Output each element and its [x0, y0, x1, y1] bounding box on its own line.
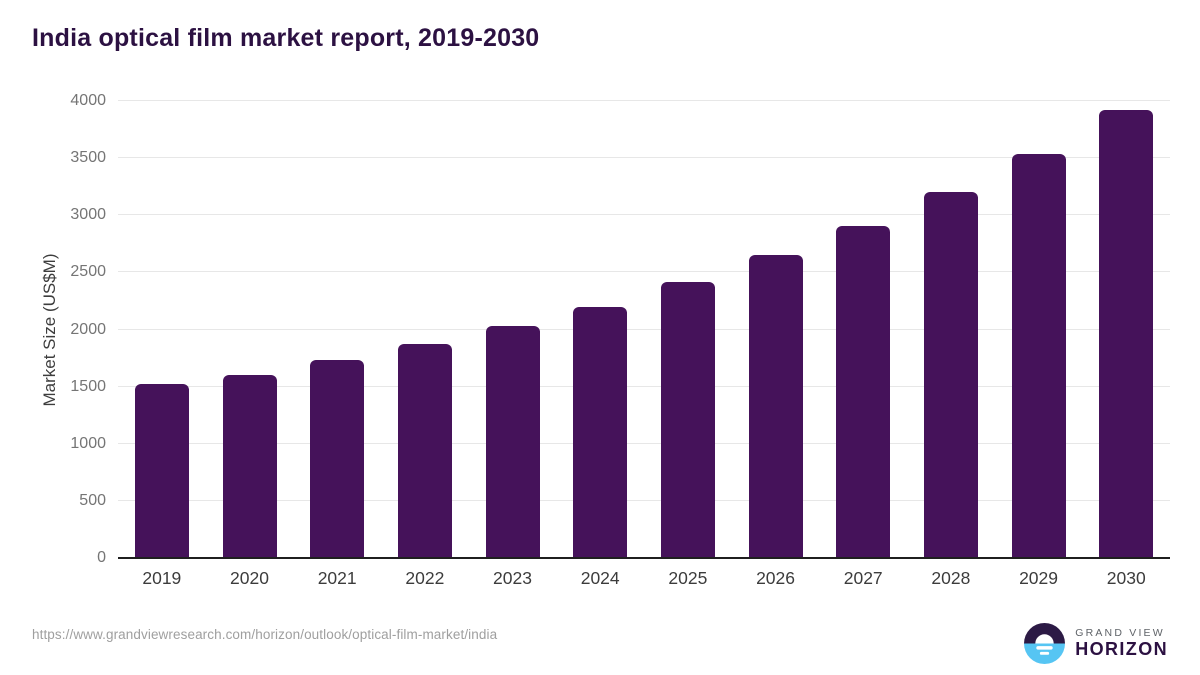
- horizon-sun-icon: [1024, 623, 1066, 664]
- x-tick-label-2028: 2028: [931, 568, 971, 588]
- bar-slot-2019: [118, 101, 206, 558]
- bar-slot-2023: [469, 101, 557, 558]
- plot-area: [118, 100, 1170, 559]
- logo-sky-half: [1024, 623, 1066, 644]
- gridline-3000: [118, 214, 1170, 216]
- bar-2019[interactable]: [134, 384, 189, 558]
- bar-slot-2024: [556, 101, 644, 558]
- bar-slot-2020: [206, 101, 294, 558]
- bar-2029[interactable]: [1011, 153, 1066, 558]
- bar-slot-2028: [907, 101, 995, 558]
- bar-2024[interactable]: [573, 306, 628, 558]
- x-axis-line: [118, 557, 1170, 559]
- bar-2020[interactable]: [222, 374, 277, 558]
- x-tick-label-2030: 2030: [1106, 568, 1146, 588]
- bar-slot-2030: [1082, 101, 1170, 558]
- y-tick-label-4000: 4000: [70, 92, 106, 109]
- x-axis-labels: 2019 2020 2021 2022 2023 2024 2025 2026 2027 2028…: [118, 568, 1170, 589]
- y-tick-label-1000: 1000: [70, 434, 106, 452]
- gridline-1500: [118, 385, 1170, 387]
- bar-2028[interactable]: [923, 192, 978, 558]
- x-tick-label-2023: 2023: [493, 568, 532, 588]
- y-tick-label-2500: 2500: [70, 263, 106, 281]
- x-tick-label-2029: 2029: [1019, 568, 1059, 588]
- y-tick-label-2000: 2000: [70, 320, 106, 338]
- y-tick-label-500: 500: [79, 491, 106, 509]
- x-tick-label-2024: 2024: [580, 568, 620, 588]
- bar-series: [118, 101, 1170, 558]
- logo-brand-top: GRAND VIEW: [1075, 626, 1165, 639]
- bar-slot-2022: [381, 101, 469, 558]
- gridline-1000: [118, 442, 1170, 444]
- y-tick-label-1500: 1500: [70, 377, 106, 395]
- gridline-4000: [118, 100, 1170, 101]
- grand-view-horizon-logo: GRAND VIEW HORIZON: [1024, 623, 1168, 664]
- logo-reflection-1: [1036, 646, 1053, 650]
- logo-reflection-2: [1040, 651, 1050, 655]
- x-tick-label-2020: 2020: [230, 568, 269, 588]
- y-axis-ticks: 0 500 1000 1500 2000 2500 3000 3500 4000: [30, 92, 106, 566]
- bar-slot-2025: [644, 101, 732, 558]
- logo-sun-dome: [1035, 634, 1054, 644]
- logo-wordmark: GRAND VIEW HORIZON: [1075, 626, 1168, 660]
- x-tick-label-2019: 2019: [142, 568, 182, 588]
- bar-slot-2026: [732, 101, 820, 558]
- logo-brand-bottom: HORIZON: [1075, 639, 1168, 660]
- x-tick-label-2021: 2021: [317, 568, 357, 588]
- gridline-2000: [118, 328, 1170, 330]
- x-tick-label-2022: 2022: [405, 568, 445, 588]
- y-tick-label-3500: 3500: [70, 149, 106, 167]
- gridline-500: [118, 499, 1170, 501]
- bar-slot-2027: [819, 101, 907, 558]
- bar-2026[interactable]: [748, 255, 803, 558]
- bar-2027[interactable]: [836, 226, 891, 558]
- x-tick-label-2025: 2025: [668, 568, 708, 588]
- bar-2025[interactable]: [660, 282, 715, 558]
- gridline-3500: [118, 157, 1170, 159]
- y-tick-label-0: 0: [97, 549, 106, 566]
- bar-slot-2021: [293, 101, 381, 558]
- x-tick-label-2026: 2026: [756, 568, 795, 588]
- y-tick-label-3000: 3000: [70, 206, 106, 224]
- bar-2021[interactable]: [310, 360, 365, 558]
- source-url: https://www.grandviewresearch.com/horizo…: [32, 627, 498, 642]
- bar-2030[interactable]: [1099, 110, 1154, 558]
- gridline-2500: [118, 271, 1170, 273]
- chart-title: India optical film market report, 2019-2…: [32, 24, 540, 52]
- x-tick-label-2027: 2027: [843, 568, 883, 588]
- bar-2022[interactable]: [397, 344, 452, 558]
- bar-slot-2029: [995, 101, 1083, 558]
- bar-2023[interactable]: [485, 326, 540, 558]
